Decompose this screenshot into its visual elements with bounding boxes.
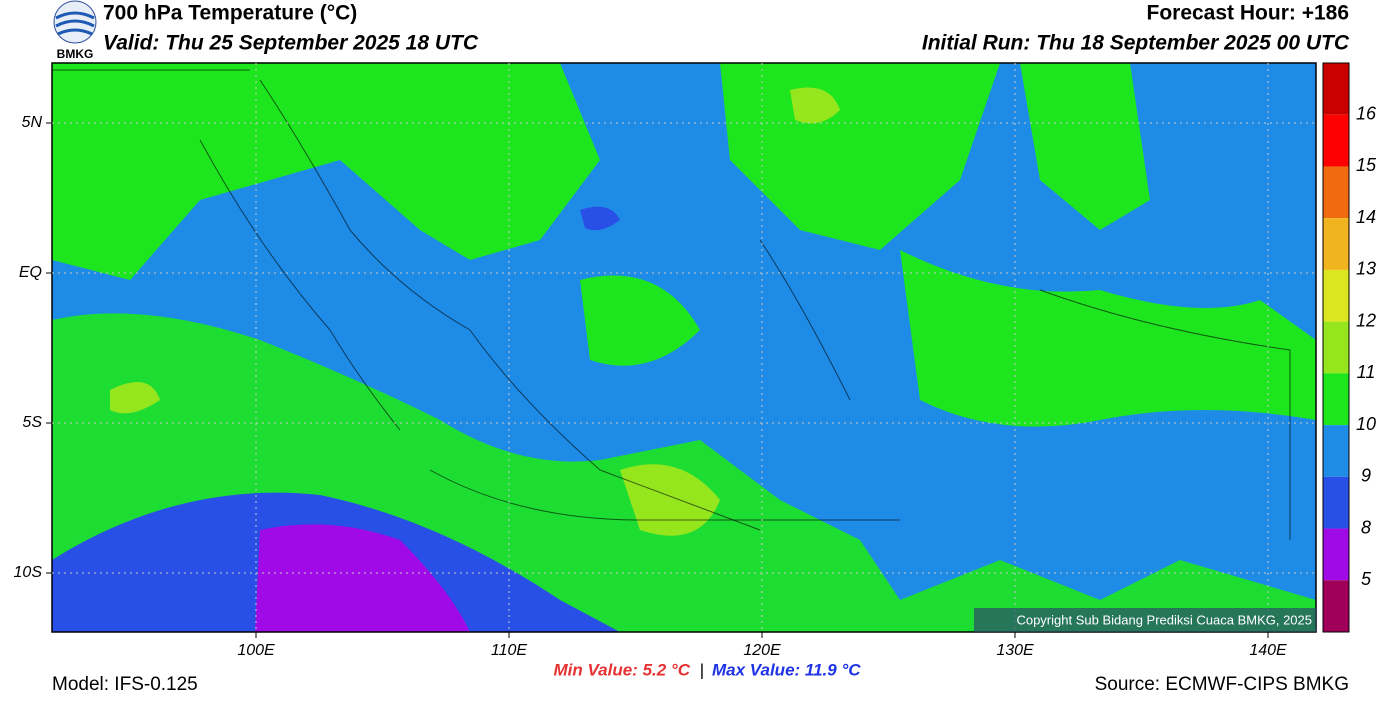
lon-label: 130E bbox=[996, 642, 1034, 659]
colorbar-label: 15 bbox=[1356, 155, 1377, 175]
map-field bbox=[52, 63, 1316, 632]
colorbar-swatch bbox=[1323, 114, 1349, 167]
colorbar-label: 16 bbox=[1356, 103, 1377, 123]
lat-label: EQ bbox=[19, 264, 42, 281]
colorbar-swatch bbox=[1323, 580, 1349, 632]
min-value: Min Value: 5.2 °C bbox=[553, 660, 690, 679]
valid-time: Valid: Thu 25 September 2025 18 UTC bbox=[103, 32, 479, 55]
logo-text: BMKG bbox=[57, 47, 94, 61]
colorbar-swatch bbox=[1323, 63, 1349, 115]
colorbar-label: 14 bbox=[1356, 207, 1376, 227]
colorbar-swatch bbox=[1323, 218, 1349, 270]
logo: BMKG bbox=[53, 0, 97, 61]
colorbar-label: 9 bbox=[1361, 466, 1371, 486]
colorbar-swatch bbox=[1323, 373, 1349, 426]
colorbar-swatch bbox=[1323, 321, 1349, 374]
colorbar-label: 11 bbox=[1357, 362, 1376, 382]
colorbar-label: 8 bbox=[1361, 517, 1371, 537]
colorbar-swatch bbox=[1323, 425, 1349, 477]
model: Model: IFS-0.125 bbox=[52, 674, 198, 695]
source: Source: ECMWF-CIPS BMKG bbox=[1095, 674, 1349, 695]
lon-label: 110E bbox=[491, 642, 528, 659]
forecast-hour: Forecast Hour: +186 bbox=[1147, 2, 1350, 25]
lon-label: 100E bbox=[237, 642, 275, 659]
copyright-box bbox=[974, 608, 1316, 632]
title: 700 hPa Temperature (°C) bbox=[103, 2, 357, 25]
lat-label: 5N bbox=[22, 114, 43, 131]
colorbar-swatch bbox=[1323, 269, 1349, 322]
colorbar-label: 5 bbox=[1361, 569, 1372, 589]
colorbar-label: 13 bbox=[1356, 259, 1376, 279]
colorbar-swatch bbox=[1323, 476, 1349, 529]
copyright: Copyright Sub Bidang Prediksi Cuaca BMKG… bbox=[1016, 612, 1312, 627]
lat-label: 5S bbox=[22, 414, 42, 431]
initial-run: Initial Run: Thu 18 September 2025 00 UT… bbox=[922, 32, 1350, 55]
colorbar-swatch bbox=[1323, 528, 1349, 581]
separator: | bbox=[700, 660, 704, 679]
colorbar-label: 12 bbox=[1356, 310, 1376, 330]
lon-label: 140E bbox=[1249, 642, 1287, 659]
colorbar-swatch bbox=[1323, 166, 1349, 219]
lat-label: 10S bbox=[14, 564, 43, 581]
max-value: Max Value: 11.9 °C bbox=[712, 660, 861, 679]
map-frame bbox=[51, 62, 1317, 633]
colorbar-label: 10 bbox=[1356, 414, 1376, 434]
colorbar-frame bbox=[1322, 62, 1350, 633]
lon-label: 120E bbox=[743, 642, 781, 659]
